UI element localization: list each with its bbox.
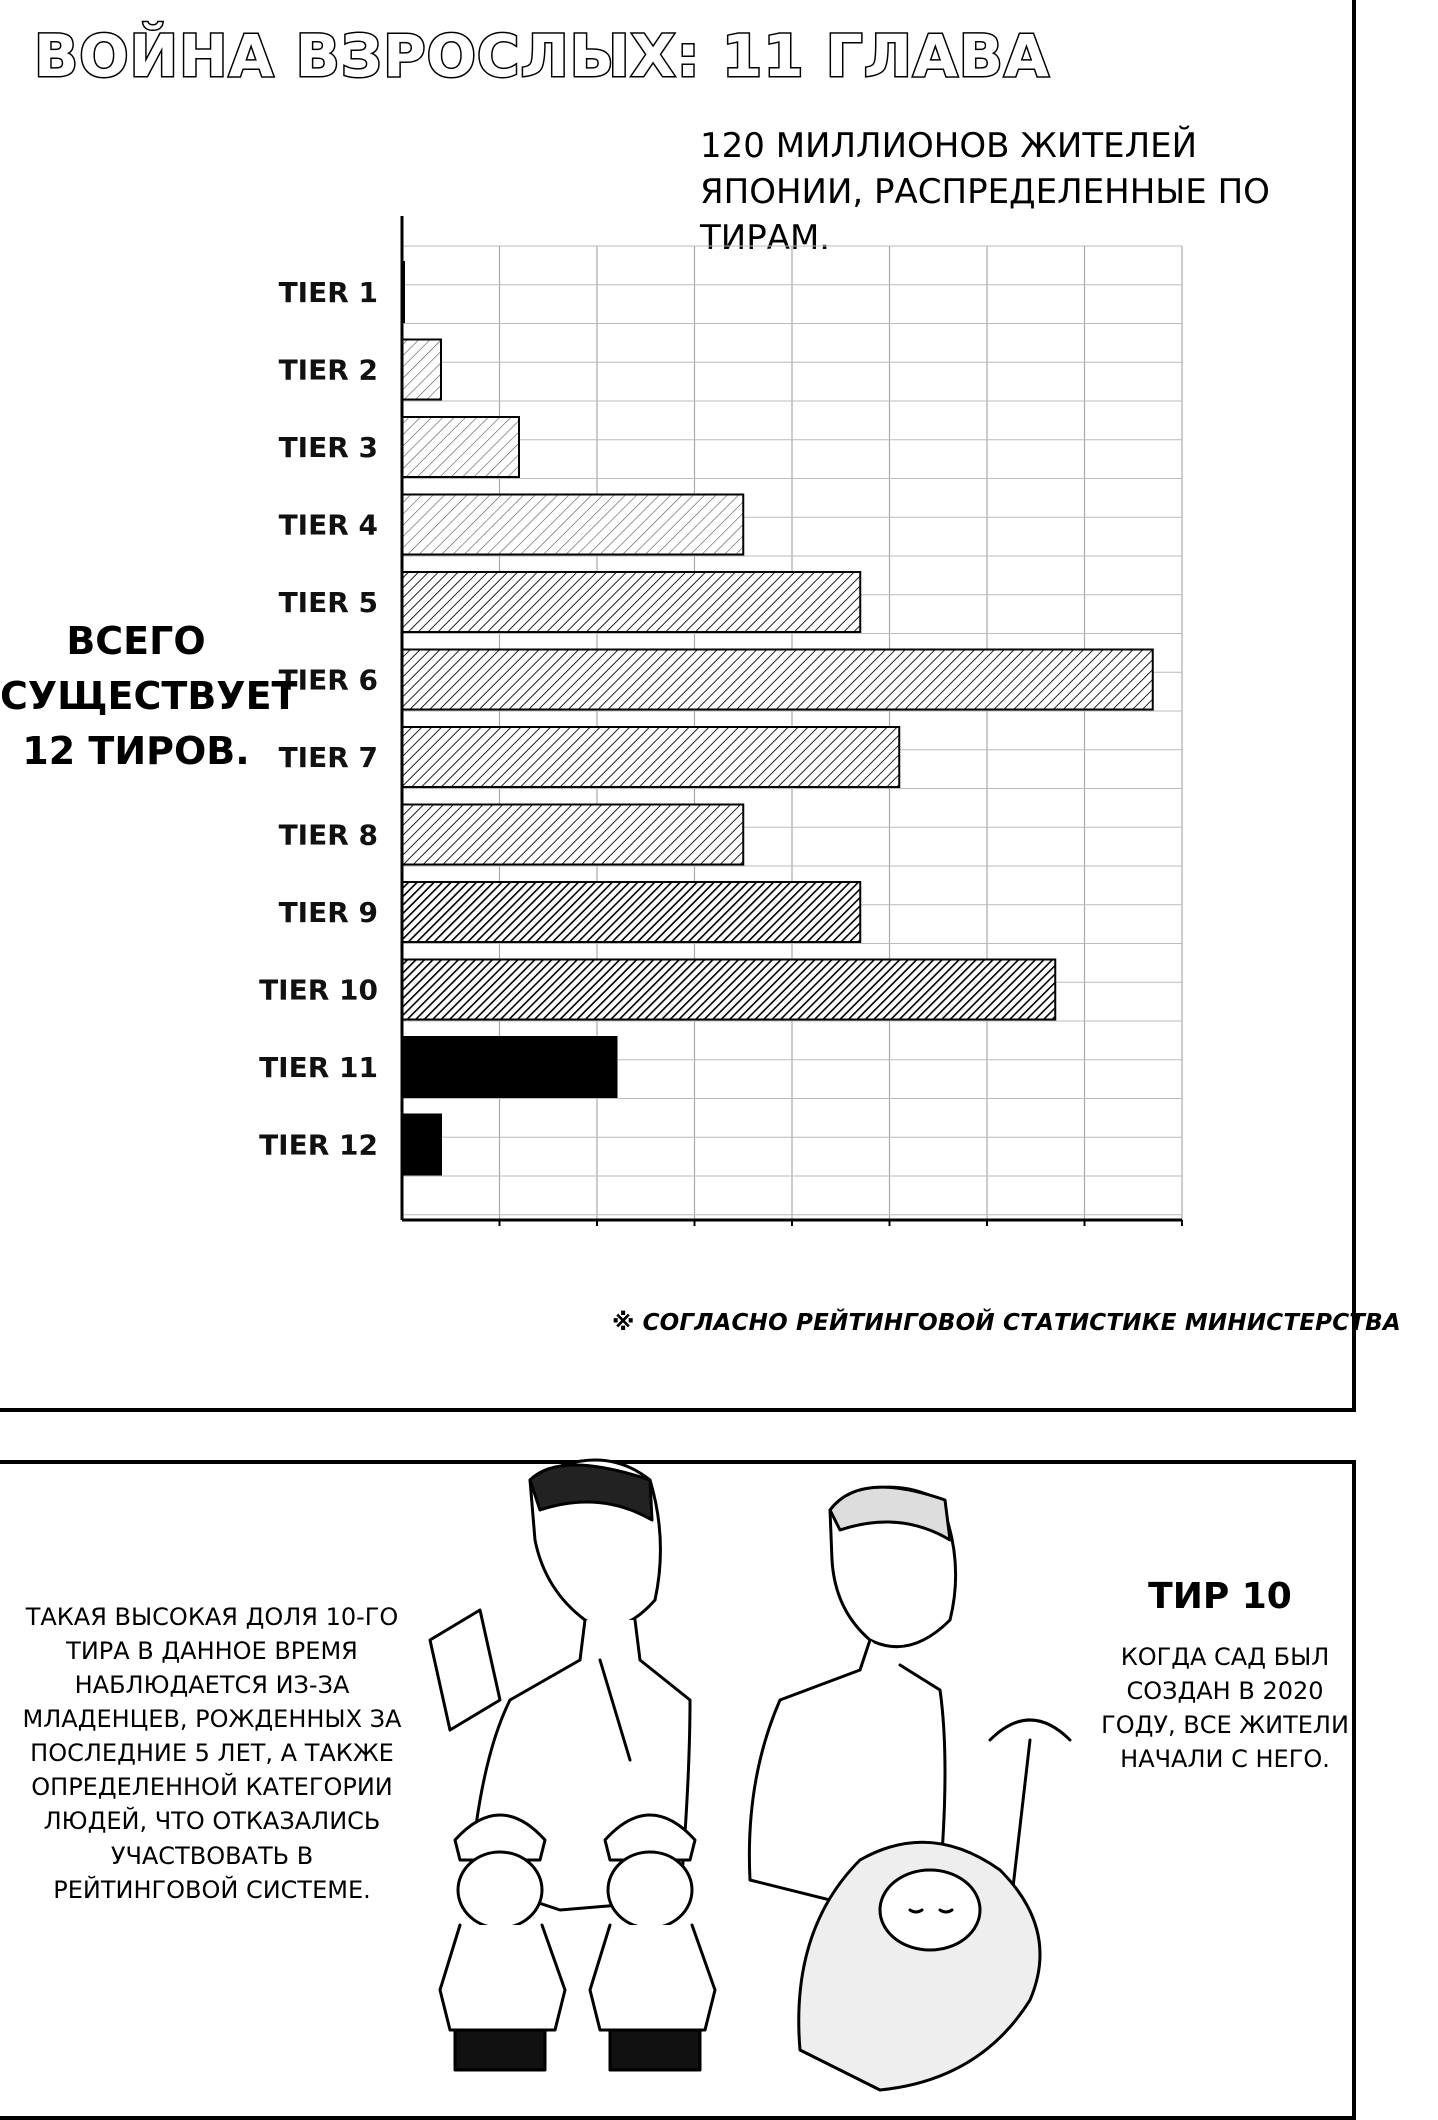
tier-count-note: ВСЕГО СУЩЕСТВУЕТ 12 ТИРОВ. xyxy=(0,619,298,774)
bar-tier-2 xyxy=(401,338,442,401)
category-label: TIER 5 xyxy=(279,586,378,619)
bar-tier-10 xyxy=(401,958,1057,1021)
category-label: TIER 6 xyxy=(279,664,378,697)
category-label: TIER 8 xyxy=(279,819,378,852)
category-label: TIER 4 xyxy=(279,509,378,542)
category-label: TIER 9 xyxy=(279,896,378,929)
category-label: TIER 7 xyxy=(279,741,378,774)
category-label: TIER 1 xyxy=(279,276,378,309)
bar-tier-4 xyxy=(401,493,745,556)
chart-bars xyxy=(401,261,1154,1176)
bar-tier-7 xyxy=(401,726,901,788)
child-right-figure xyxy=(588,1813,717,2072)
category-label: TIER 12 xyxy=(259,1129,378,1162)
bar-tier-6 xyxy=(401,648,1154,711)
tier10-origin-text: КОГДА САД БЫЛ СОЗДАН В 2020 ГОДУ, ВСЕ ЖИ… xyxy=(1101,1643,1349,1774)
bar-tier-3 xyxy=(401,416,520,478)
page-title: ВОЙНА ВЗРОСЛЫХ: 11 ГЛАВА xyxy=(33,21,1051,92)
reference-mark-icon: ※ xyxy=(612,1310,635,1336)
baby-figure xyxy=(797,1840,1042,2092)
chart-title: 120 МИЛЛИОНОВ ЖИТЕЛЕЙ ЯПОНИИ, РАСПРЕДЕЛЕ… xyxy=(700,126,1270,258)
tier10-heading: ТИР 10 xyxy=(1148,1576,1292,1617)
child-left-figure xyxy=(438,1813,567,2072)
category-label: TIER 10 xyxy=(259,974,378,1007)
old-man-figure xyxy=(747,1485,1072,2002)
category-label: TIER 11 xyxy=(259,1051,378,1084)
bar-tier-11 xyxy=(401,1036,618,1098)
source-footnote-text: СОГЛАСНО РЕЙТИНГОВОЙ СТАТИСТИКЕ МИНИСТЕР… xyxy=(642,1310,1401,1336)
bar-tier-12 xyxy=(401,1113,442,1176)
chart-category-labels: TIER 1 TIER 2 TIER 3 TIER 4 TIER 5 TIER 6 TIER… xyxy=(259,276,378,1162)
chart-axes xyxy=(400,216,1183,1226)
source-footnote: ※ СОГЛАСНО РЕЙТИНГОВОЙ СТАТИСТИКЕ МИНИСТЕ… xyxy=(612,1310,1401,1336)
bar-tier-8 xyxy=(401,803,745,866)
category-label: TIER 3 xyxy=(279,431,378,464)
tier-bar-chart: TIER 1 TIER 2 TIER 3 TIER 4 TIER 5 TIER 6 TIER… xyxy=(259,216,1183,1226)
bar-tier-5 xyxy=(401,571,862,633)
tier10-explanation-text: ТАКАЯ ВЫСОКАЯ ДОЛЯ 10-ГО ТИРА В ДАННОЕ В… xyxy=(22,1603,402,1904)
category-label: TIER 2 xyxy=(279,354,378,387)
